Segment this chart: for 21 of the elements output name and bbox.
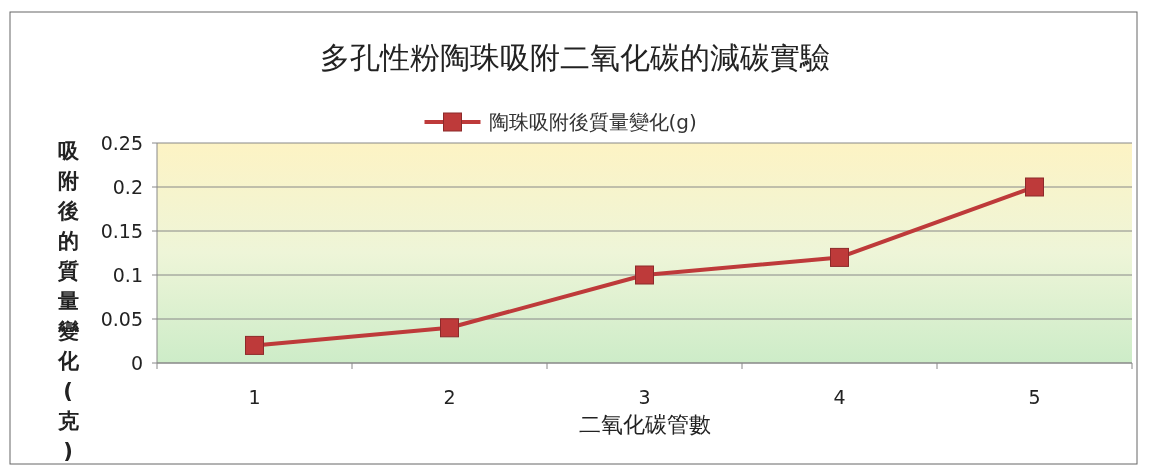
legend-label: 陶珠吸附後質量變化(g) <box>488 110 697 134</box>
point <box>440 318 459 338</box>
y-tick-label: 0.1 <box>112 264 143 286</box>
y-tick-label: 0.25 <box>100 132 143 154</box>
point <box>245 335 264 355</box>
x-tick-label: 5 <box>1028 386 1041 408</box>
y-tick-label: 0.05 <box>100 308 143 330</box>
text: 吸附後的質量變化(克) <box>57 139 79 463</box>
x-tick-label: 3 <box>638 386 651 408</box>
point <box>830 247 849 267</box>
y-tick-label: 0.2 <box>112 176 143 198</box>
x-tick-label: 4 <box>833 386 846 408</box>
chart-title: 多孔性粉陶珠吸附二氧化碳的減碳實驗 <box>319 40 830 75</box>
x-tick-label: 1 <box>248 386 261 408</box>
y-tick-label: 0.15 <box>100 220 143 242</box>
y-tick-label: 0 <box>130 352 143 374</box>
x-axis-title: 二氧化碳管數 <box>578 412 711 437</box>
legend: 陶珠吸附後質量變化(g) <box>424 110 697 134</box>
x-tick-label: 2 <box>443 386 456 408</box>
point <box>1025 177 1044 197</box>
point <box>635 265 654 285</box>
